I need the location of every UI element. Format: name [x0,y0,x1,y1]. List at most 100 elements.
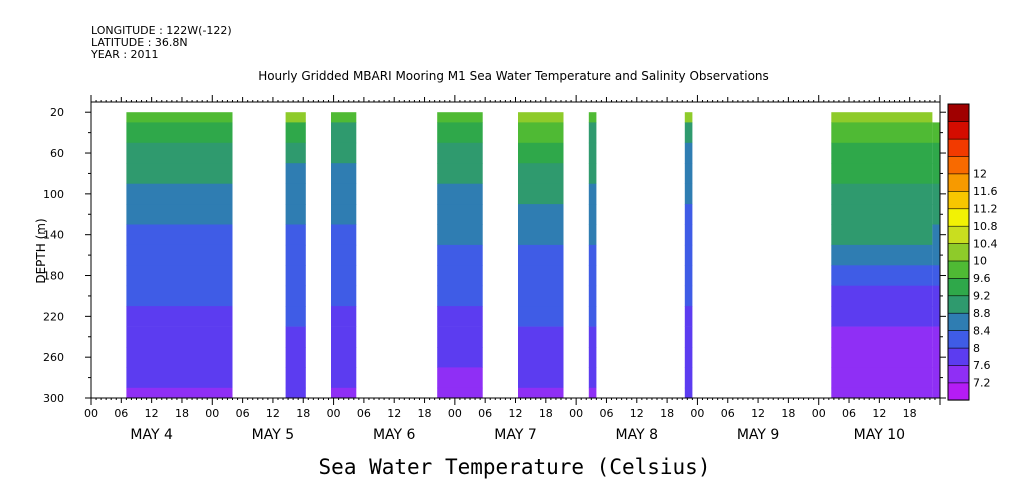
heatmap-cell [331,347,357,368]
colorbar-label: 7.6 [973,359,991,372]
chart-title: Hourly Gridded MBARI Mooring M1 Sea Wate… [258,69,769,83]
colorbar-label: 8.4 [973,324,991,337]
x-tick-label: 00 [84,407,98,420]
heatmap-cell [588,367,597,389]
heatmap-cell [437,204,483,225]
heatmap-cell [588,112,597,123]
heatmap-cell [437,265,483,287]
x-tick-label: 12 [509,407,523,420]
x-tick-label: 06 [357,407,371,420]
colorbar-label: 9.2 [973,290,991,303]
heatmap-cell [331,224,357,246]
colorbar-frame [947,103,970,401]
heatmap-cell [831,112,933,123]
heatmap-cell [518,306,564,327]
colorbar-swatch [947,330,970,349]
heatmap-cell [437,163,483,184]
heatmap-cell [331,367,357,389]
x-tick-label: 12 [387,407,401,420]
heatmap-cell [518,347,564,368]
heatmap-cell [437,183,483,205]
heatmap-cell [932,224,940,246]
y-tick-label: 300 [43,392,64,405]
heatmap-cell [126,265,233,287]
heatmap-cell [331,326,357,348]
colorbar-swatch [947,225,970,244]
y-tick-label: 180 [43,270,64,283]
heatmap-cell [932,244,940,266]
heatmap-cell [684,244,693,266]
x-tick-label: 12 [145,407,159,420]
heatmap-cell [518,183,564,205]
x-tick-label: 00 [448,407,462,420]
y-tick-label: 60 [50,147,64,160]
heatmap-cell [831,163,933,184]
heatmap-cell [932,285,940,307]
heatmap-cell [285,285,306,307]
day-label: MAY 5 [252,427,294,443]
colorbar-label: 10.4 [973,237,998,250]
heatmap-cell [588,326,597,348]
x-tick-label: 00 [690,407,704,420]
heatmap-cell [126,367,233,389]
heatmap-cell [684,224,693,246]
colorbar-swatch [947,103,970,123]
day-label: MAY 10 [854,427,905,443]
heatmap-cell [831,347,933,368]
heatmap-cell [932,265,940,287]
heatmap-cell [126,244,233,266]
x-tick-label: 06 [236,407,250,420]
heatmap-cell [831,326,933,348]
metadata-block: LONGITUDE : 122W(-122) LATITUDE : 36.8N … [91,25,232,61]
heatmap-cell [126,204,233,225]
heatmap-cell [126,285,233,307]
heatmap-cell [331,163,357,184]
heatmap-cell [932,122,940,144]
y-tick-label: 100 [43,188,64,201]
heatmap-cell [588,306,597,327]
x-tick-label: 18 [781,407,795,420]
heatmap-cell [588,244,597,266]
heatmap-cell [518,204,564,225]
x-tick-label: 18 [418,407,432,420]
heatmap-cell [518,122,564,144]
heatmap-cell [331,204,357,225]
footer-variable-label: Sea Water Temperature (Celsius) [318,455,711,479]
heatmap-cell [932,367,940,389]
heatmap-cell [285,183,306,205]
heatmap-cell [588,347,597,368]
colorbar-label: 11.2 [973,203,998,216]
heatmap-cell [588,265,597,287]
heatmap-cell [437,285,483,307]
heatmap-cell [518,285,564,307]
x-tick-label: 00 [205,407,219,420]
heatmap-cell [684,122,693,144]
heatmap-cell [285,367,306,389]
heatmap-cell [684,285,693,307]
x-tick-label: 12 [266,407,280,420]
colorbar-swatch [947,277,970,297]
heatmap-cell [588,163,597,184]
heatmap-cell [831,306,933,327]
year-label: YEAR : 2011 [91,48,159,61]
heatmap-cell [588,285,597,307]
y-tick-label: 220 [43,310,64,323]
heatmap-cell [437,367,483,389]
heatmap-cell [437,244,483,266]
heatmap-cell [932,204,940,225]
x-tick-label: 06 [114,407,128,420]
y-tick-label: 260 [43,351,64,364]
heatmap-cell [518,244,564,266]
heatmap-cell [126,387,233,399]
heatmap-cell [588,142,597,164]
heatmap-cell [285,265,306,287]
heatmap-cell [126,326,233,348]
heatmap-cell [126,122,233,144]
heatmap-cell [285,244,306,266]
heatmap-cell [831,367,933,389]
heatmap-cell [437,224,483,246]
heatmap-cell [932,326,940,348]
heatmap-cell [518,112,564,123]
heatmap-cell [932,347,940,368]
heatmap-cell [331,112,357,123]
